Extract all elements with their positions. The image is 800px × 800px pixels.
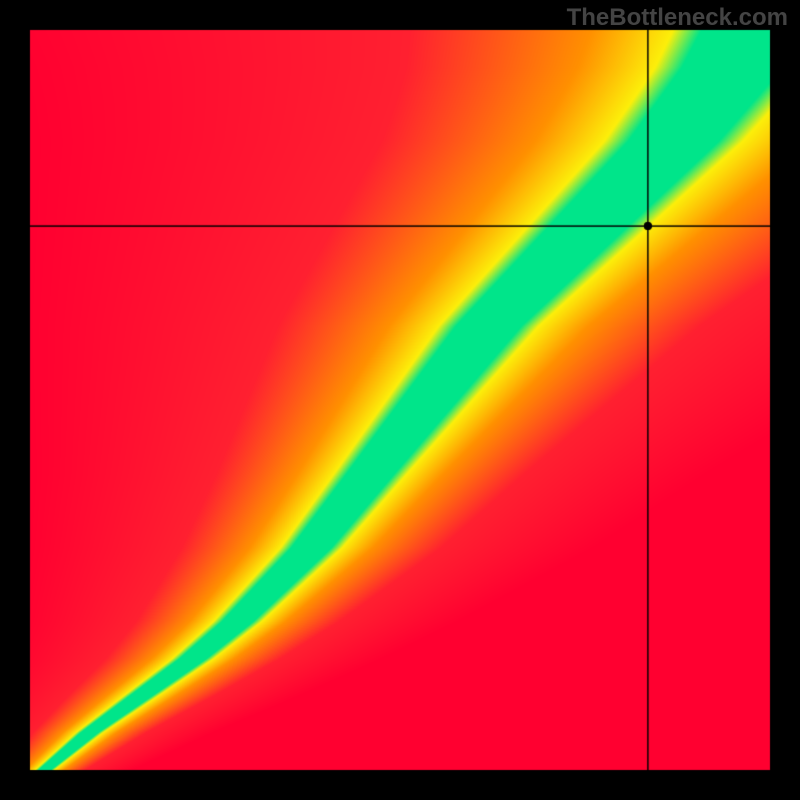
watermark-text: TheBottleneck.com [567,4,788,32]
bottleneck-heatmap [0,0,800,800]
